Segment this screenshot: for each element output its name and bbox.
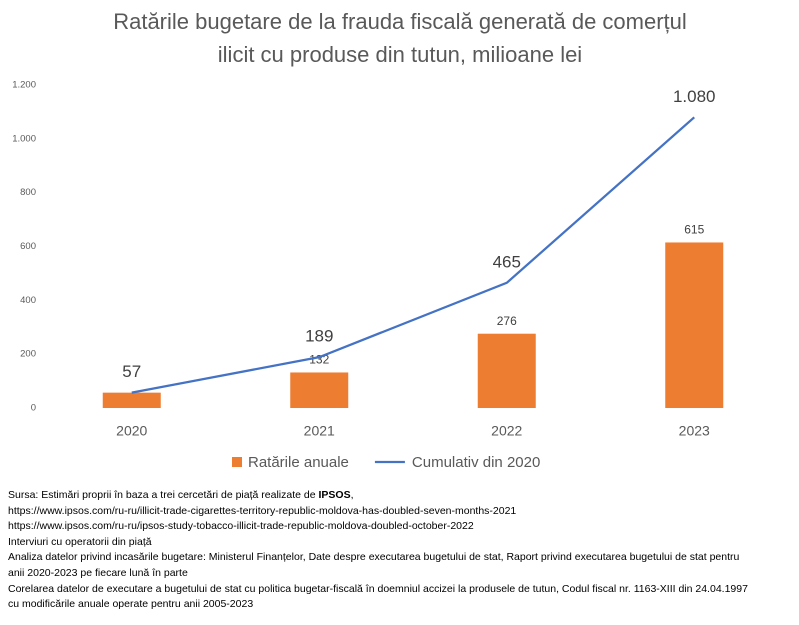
source-bold: IPSOS [318, 489, 351, 501]
chart-title: ilicit cu produse din tutun, milioane le… [218, 42, 582, 67]
line-value-label: 189 [305, 327, 333, 346]
legend-label: Cumulativ din 2020 [412, 454, 540, 471]
x-tick-label: 2020 [116, 423, 147, 439]
bar [290, 372, 349, 408]
legend-label: Ratările anuale [248, 454, 349, 471]
chart: Ratările bugetare de la frauda fiscală g… [12, 9, 724, 471]
source-prefix: Sursa: Estimări proprii în baza a trei c… [8, 489, 319, 501]
note-line: Interviuri cu operatorii din piață [8, 535, 152, 548]
note-line: Corelarea datelor de executare a bugetul… [8, 582, 748, 595]
y-tick-label: 1.000 [12, 133, 36, 144]
line-value-label: 465 [493, 252, 521, 271]
note-line: https://www.ipsos.com/ru-ru/illicit-trad… [8, 504, 517, 517]
y-tick-label: 1.200 [12, 80, 36, 91]
note-line: Analiza datelor privind incasările buget… [8, 551, 740, 564]
legend-swatch [232, 457, 242, 467]
chart-title: Ratările bugetare de la frauda fiscală g… [113, 9, 687, 34]
bar-value-label: 615 [684, 223, 704, 237]
source-suffix: , [350, 489, 354, 501]
bar-value-label: 276 [497, 314, 517, 328]
x-tick-label: 2022 [491, 423, 522, 439]
y-tick-label: 0 [31, 403, 36, 414]
line-value-label: 57 [122, 362, 141, 381]
line [131, 116, 695, 394]
bar [665, 242, 724, 408]
bar [102, 392, 161, 408]
note-line: https://www.ipsos.com/ru-ru/ipsos-study-… [8, 520, 474, 533]
y-tick-label: 600 [20, 241, 36, 252]
y-tick-label: 800 [20, 187, 36, 198]
y-tick-label: 400 [20, 295, 36, 306]
note-line: cu modificările anuale operate pentru an… [8, 598, 254, 611]
x-tick-label: 2023 [679, 423, 710, 439]
notes: Sursa: Estimări proprii în baza a trei c… [8, 488, 793, 613]
y-tick-label: 200 [20, 349, 36, 360]
bar [477, 333, 536, 408]
line-value-label: 1.080 [673, 87, 716, 106]
note-line: anii 2020-2023 pe fiecare lună în parte [8, 566, 188, 579]
source-line: Sursa: Estimări proprii în baza a trei c… [8, 488, 793, 504]
x-tick-label: 2021 [304, 423, 335, 439]
